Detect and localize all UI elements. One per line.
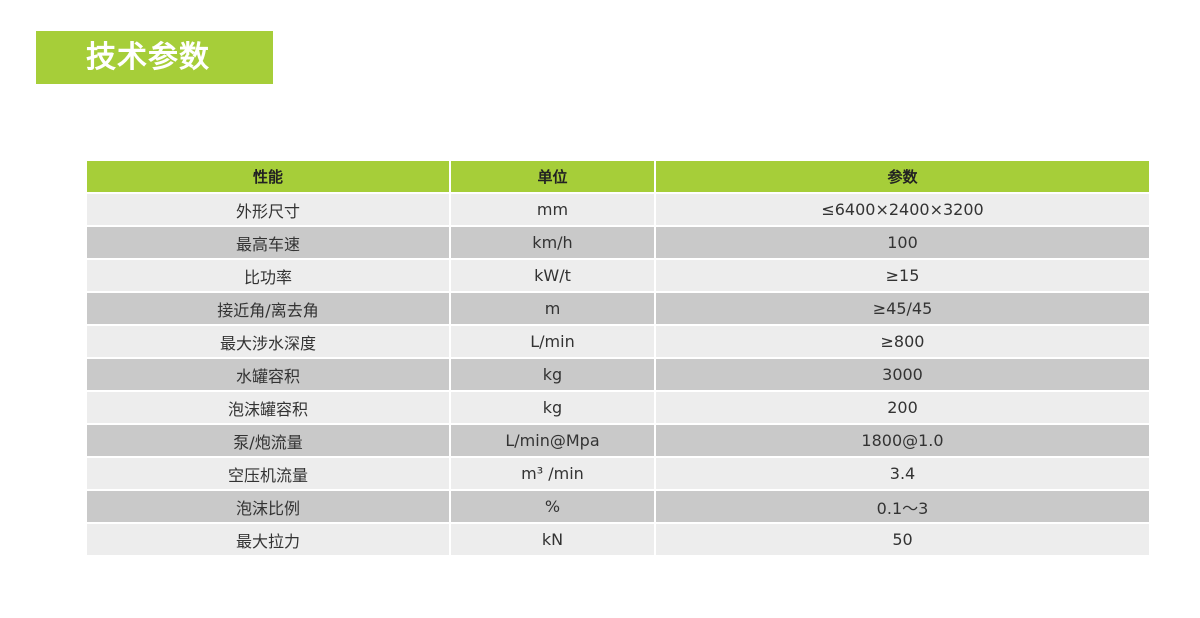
- table-row: 比功率 kW/t ≥15: [87, 260, 1149, 291]
- table-row: 水罐容积 kg 3000: [87, 359, 1149, 390]
- table-row: 泡沫罐容积 kg 200: [87, 392, 1149, 423]
- cell-unit: m³ /min: [451, 458, 654, 489]
- cell-performance: 比功率: [87, 260, 449, 291]
- cell-unit: m: [451, 293, 654, 324]
- cell-parameter: 0.1～3: [656, 491, 1149, 522]
- header-unit: 单位: [451, 161, 654, 192]
- cell-parameter: 3000: [656, 359, 1149, 390]
- cell-unit: km/h: [451, 227, 654, 258]
- cell-performance: 最大拉力: [87, 524, 449, 555]
- cell-parameter: ≥45/45: [656, 293, 1149, 324]
- table-row: 外形尺寸 mm ≤6400×2400×3200: [87, 194, 1149, 225]
- cell-unit: kN: [451, 524, 654, 555]
- table-row: 泡沫比例% 0.1～3: [87, 491, 1149, 522]
- cell-unit: L/min: [451, 326, 654, 357]
- page-title: 技术参数: [36, 31, 273, 84]
- cell-unit: mm: [451, 194, 654, 225]
- cell-unit: kg: [451, 392, 654, 423]
- cell-unit: L/min@Mpa: [451, 425, 654, 456]
- cell-parameter: 100: [656, 227, 1149, 258]
- cell-unit: %: [451, 491, 654, 522]
- table-row: 接近角/离去角 m ≥45/45: [87, 293, 1149, 324]
- cell-parameter: 1800@1.0: [656, 425, 1149, 456]
- cell-performance: 泵/炮流量: [87, 425, 449, 456]
- cell-parameter: 200: [656, 392, 1149, 423]
- cell-performance: 接近角/离去角: [87, 293, 449, 324]
- spec-table: 性能 单位 参数 外形尺寸 mm ≤6400×2400×3200 最高车速 km/h 10…: [85, 159, 1151, 557]
- cell-parameter: ≤6400×2400×3200: [656, 194, 1149, 225]
- cell-performance: 最大涉水深度: [87, 326, 449, 357]
- table-header-row: 性能 单位 参数: [87, 161, 1149, 192]
- table-row: 泵/炮流量 L/min@Mpa 1800@1.0: [87, 425, 1149, 456]
- header-parameter: 参数: [656, 161, 1149, 192]
- cell-parameter: 50: [656, 524, 1149, 555]
- cell-parameter: ≥15: [656, 260, 1149, 291]
- cell-unit: kg: [451, 359, 654, 390]
- cell-performance: 最高车速: [87, 227, 449, 258]
- header-performance: 性能: [87, 161, 449, 192]
- cell-performance: 泡沫罐容积: [87, 392, 449, 423]
- table-row: 最大拉力 kN 50: [87, 524, 1149, 555]
- cell-performance: 外形尺寸: [87, 194, 449, 225]
- table-row: 空压机流量 m³ /min 3.4: [87, 458, 1149, 489]
- cell-performance: 空压机流量: [87, 458, 449, 489]
- cell-parameter: 3.4: [656, 458, 1149, 489]
- cell-unit: kW/t: [451, 260, 654, 291]
- cell-performance: 泡沫比例: [87, 491, 449, 522]
- cell-performance: 水罐容积: [87, 359, 449, 390]
- table-row: 最大涉水深度 L/min ≥800: [87, 326, 1149, 357]
- table-row: 最高车速 km/h 100: [87, 227, 1149, 258]
- cell-parameter: ≥800: [656, 326, 1149, 357]
